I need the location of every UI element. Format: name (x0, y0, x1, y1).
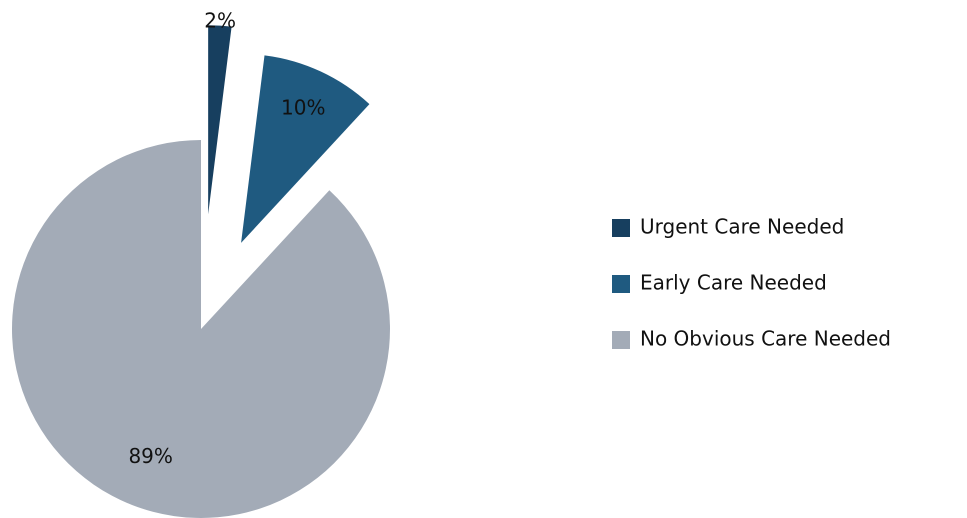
legend-label: Urgent Care Needed (640, 215, 844, 239)
data-label: 89% (128, 444, 172, 468)
legend-swatch (612, 219, 630, 237)
legend-label: No Obvious Care Needed (640, 327, 891, 351)
pie-slice (241, 55, 370, 243)
pie-slice (208, 25, 232, 215)
data-label: 2% (204, 8, 236, 32)
pie-slice (11, 140, 391, 518)
legend-label: Early Care Needed (640, 271, 827, 295)
data-label: 10% (281, 96, 325, 120)
legend-swatch (612, 275, 630, 293)
legend-swatch (612, 331, 630, 349)
